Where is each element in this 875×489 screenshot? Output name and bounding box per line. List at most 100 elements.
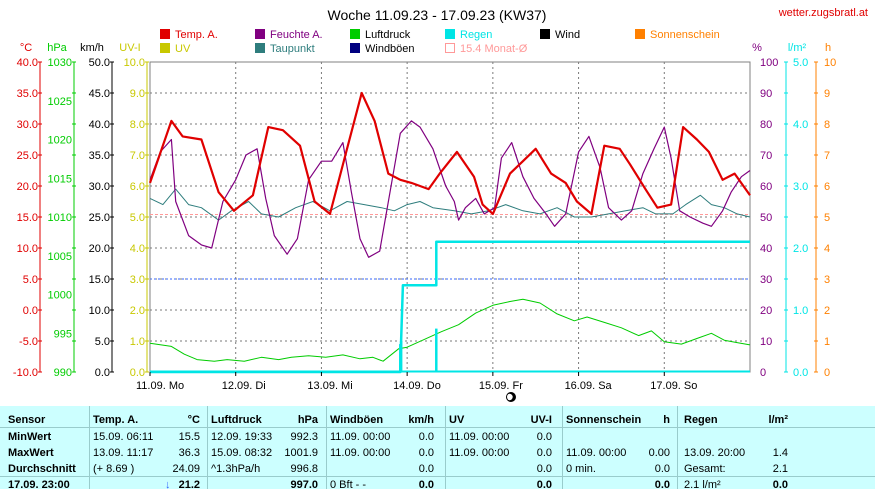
axis-tick-label: 0.0: [95, 367, 110, 379]
axis-tick-label: 10: [824, 57, 836, 69]
row-detail: 15.09. 06:11: [93, 431, 154, 443]
row-detail: 2.1 l/m²: [684, 479, 721, 489]
table-divider: [326, 406, 327, 489]
column-unit: km/h: [408, 414, 434, 426]
axis-tick-label: 5.0: [23, 274, 38, 286]
column-unit: UV-I: [530, 414, 552, 426]
row-detail: 13.09. 20:00: [684, 447, 746, 459]
chart-title: Woche 11.09.23 - 17.09.23 (KW37): [328, 7, 547, 23]
axis-tick-label: 30.0: [17, 119, 38, 131]
grid: [149, 61, 751, 373]
row-detail: 0 min.: [566, 463, 596, 475]
row-detail: 11.09. 00:00: [330, 431, 391, 443]
table-divider: [89, 406, 90, 489]
axis-headers: °C hPa km/h UV-I% l/m² h: [20, 42, 831, 54]
legend-label: Sonnenschein: [650, 29, 720, 41]
axis-header: UV-I: [119, 42, 140, 54]
row-detail: 13.09. 11:17: [93, 447, 154, 459]
axis-tick-label: 80: [760, 119, 772, 131]
axis-tick-label: 9: [824, 88, 830, 100]
row-value: 997.0: [290, 479, 318, 489]
legend-swatch: [350, 29, 360, 39]
legend: Temp. A. Feuchte A. Luftdruck Regen Wind Sonn…: [160, 29, 720, 55]
legend-label: Taupunkt: [270, 43, 315, 55]
x-tick-label: 17.09. So: [650, 380, 697, 392]
axis-tick-label: -5.0: [19, 336, 38, 348]
row-label: Sensor: [8, 414, 46, 426]
table-divider: [677, 406, 678, 489]
axis-tick-label: 4.0: [793, 119, 808, 131]
axis-tick-label: 7.0: [130, 150, 145, 162]
axis-tick-label: -10.0: [13, 367, 38, 379]
row-value: 0.0: [418, 479, 434, 489]
table-divider: [0, 427, 875, 428]
axis-tick-label: 1: [824, 336, 830, 348]
row-label: MinWert: [8, 431, 52, 443]
table-divider: [207, 406, 208, 489]
row-detail: 11.09. 00:00: [449, 447, 510, 459]
column-unit: °C: [187, 414, 200, 426]
moon-phase-icon-shade: [506, 393, 513, 401]
column-unit: l/m²: [768, 414, 788, 426]
stats-table: Sensor MinWert MaxWert Durchschnitt 17.09. 2…: [0, 406, 875, 489]
axis-tick-label: 5.0: [95, 336, 110, 348]
row-value: 2.1: [772, 463, 788, 475]
axis-tick-label: 45.0: [89, 88, 110, 100]
series: [148, 91, 751, 374]
axis-tick-label: 8.0: [130, 119, 145, 131]
row-value: 0.0: [536, 431, 552, 443]
axis-tick-label: 25.0: [17, 150, 38, 162]
row-detail: 11.09. 00:00: [566, 447, 627, 459]
row-value: 24.09: [172, 463, 200, 475]
axis-tick-label: 5: [824, 212, 830, 224]
axis-tick-label: 20.0: [89, 243, 110, 255]
moon-phase-icon-ring: [506, 392, 516, 402]
legend-label: Feuchte A.: [270, 29, 323, 41]
legend-label: Wind: [555, 29, 580, 41]
column-header: Windböen: [330, 414, 384, 426]
axis-tick-label: 15.0: [89, 274, 110, 286]
legend-swatch: [350, 43, 360, 53]
legend-swatch: [445, 43, 455, 53]
row-value: 0.0: [418, 431, 434, 443]
row-value: 0.0: [536, 463, 552, 475]
legend-swatch: [160, 43, 170, 53]
axis-tick-label: 6.0: [130, 181, 145, 193]
axis-tick-label: 25.0: [89, 212, 110, 224]
row-value: 36.3: [178, 447, 200, 459]
axis-tick-label: 100: [760, 57, 778, 69]
axis-tick-label: 1.0: [130, 336, 145, 348]
axis-tick-label: 40.0: [17, 57, 38, 69]
legend-label: 15.4 Monat-Ø: [460, 43, 528, 55]
row-detail: 12.09. 19:33: [211, 431, 273, 443]
axis-tick-label: 20: [760, 305, 772, 317]
row-value: 0.0: [772, 479, 788, 489]
axis-header: °C: [20, 42, 32, 54]
table-divider: [0, 476, 875, 477]
row-value: 1001.9: [284, 447, 318, 459]
row-label: 17.09. 23:00: [8, 479, 70, 489]
row-value: 21.2: [178, 479, 200, 489]
axis-tick-label: 50.0: [89, 57, 110, 69]
axis-tick-label: 4: [824, 243, 830, 255]
axis-tick-label: 10.0: [17, 243, 38, 255]
legend-label: Temp. A.: [175, 29, 218, 41]
axis-tick-label: 35.0: [89, 150, 110, 162]
axis-tick-label: 1000: [48, 290, 72, 302]
axis-header: %: [752, 42, 762, 54]
row-value: 0.0: [418, 463, 434, 475]
row-detail: 0 Bft - -: [330, 479, 367, 489]
x-tick-label: 11.09. Mo: [136, 380, 184, 392]
x-tick-label: 16.09. Sa: [565, 380, 613, 392]
x-tick-label: 13.09. Mi: [307, 380, 352, 392]
row-value: 996.8: [290, 463, 318, 475]
axis-header: km/h: [80, 42, 104, 54]
column-header: Temp. A.: [93, 414, 139, 426]
row-value: 0.0: [536, 447, 552, 459]
x-tick-label: 15.09. Fr: [479, 380, 523, 392]
trend-down-icon: ↓: [165, 479, 171, 489]
axis-tick-label: 70: [760, 150, 772, 162]
x-tick-label: 14.09. Do: [393, 380, 441, 392]
axis-tick-label: 0.0: [23, 305, 38, 317]
